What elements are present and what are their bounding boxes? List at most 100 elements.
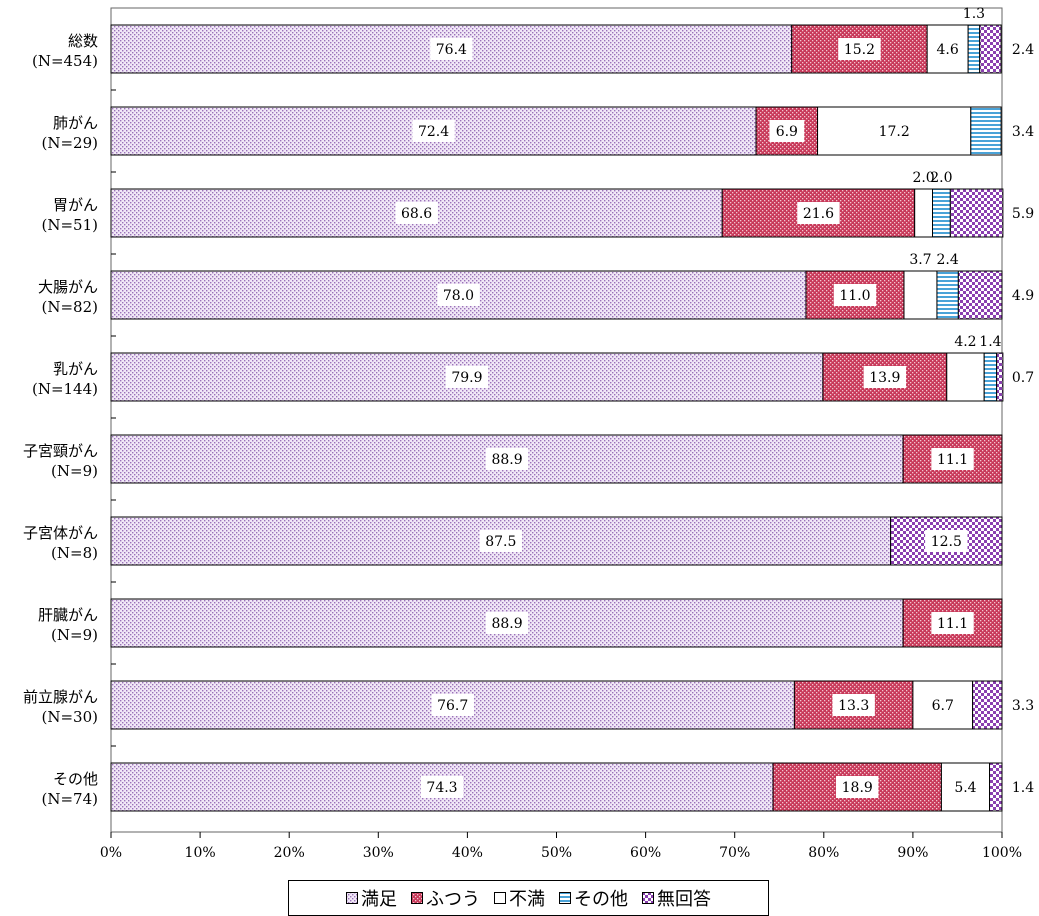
x-tick-label: 10% — [185, 845, 216, 861]
legend-item-dissatisfied: 不満 — [494, 885, 545, 911]
category-label: 胃がん — [53, 196, 98, 214]
data-label: 18.9 — [842, 780, 873, 796]
bar-segment — [972, 680, 1003, 730]
data-label: 13.3 — [838, 698, 869, 714]
data-label-bg — [430, 38, 473, 60]
category-label: 子宮頸がん — [23, 442, 98, 460]
bar-segment — [979, 24, 1002, 74]
category-n-label: (N=51) — [42, 216, 98, 234]
data-label-bg — [931, 448, 974, 470]
data-label: 4.2 — [954, 334, 976, 350]
x-tick-label: 30% — [363, 845, 394, 861]
data-label-bg — [412, 120, 455, 142]
bar-segment — [996, 352, 1004, 402]
data-label: 76.4 — [436, 42, 467, 58]
data-label-bg — [931, 612, 974, 634]
data-label: 1.4 — [979, 334, 1001, 350]
data-label: 79.9 — [451, 370, 482, 386]
data-label: 76.7 — [437, 698, 468, 714]
legend-item-satisfied: 満足 — [346, 885, 397, 911]
data-label-bg — [833, 284, 877, 306]
legend-item-other: その他 — [559, 885, 628, 911]
data-label: 0.7 — [1012, 370, 1034, 386]
data-label: 87.5 — [485, 534, 516, 550]
legend-label: その他 — [574, 889, 628, 910]
category-n-label: (N=454) — [32, 52, 98, 70]
bar-segment — [110, 188, 723, 238]
category-label: 肺がん — [53, 114, 98, 132]
x-tick-label: 50% — [541, 845, 572, 861]
category-n-label: (N=82) — [42, 298, 98, 316]
purple-checker-square-icon — [642, 892, 654, 904]
x-tick-label: 60% — [630, 845, 661, 861]
data-label-bg — [930, 38, 966, 60]
data-label: 17.2 — [879, 124, 910, 140]
bar-segment — [949, 188, 1004, 238]
data-label-bg — [836, 776, 879, 798]
x-tick-label: 70% — [719, 845, 750, 861]
data-label-bg — [485, 612, 529, 634]
bar-segment — [914, 188, 934, 238]
category-label: 前立腺がん — [23, 688, 98, 706]
data-label: 88.9 — [491, 616, 522, 632]
category-n-label: (N=9) — [51, 626, 98, 644]
bar-segment — [967, 24, 981, 74]
x-tick-label: 40% — [452, 845, 483, 861]
data-label-bg — [395, 202, 438, 224]
data-label-bg — [797, 202, 840, 224]
data-label: 3.4 — [1012, 124, 1034, 140]
category-n-label: (N=144) — [32, 380, 98, 398]
data-label: 3.7 — [909, 252, 931, 268]
data-label: 11.1 — [937, 616, 968, 632]
data-label-bg — [863, 366, 907, 388]
data-label: 4.9 — [1012, 288, 1034, 304]
blue-striped-square-icon — [559, 892, 571, 904]
category-n-label: (N=9) — [51, 462, 98, 480]
category-n-label: (N=29) — [42, 134, 98, 152]
data-label: 1.3 — [963, 6, 985, 22]
data-label: 4.6 — [937, 42, 959, 58]
data-label: 3.3 — [1012, 698, 1034, 714]
category-label: 総数 — [68, 32, 98, 50]
x-tick-label: 90% — [897, 845, 928, 861]
bar-segment — [989, 762, 1003, 812]
white-square-icon — [494, 892, 506, 904]
x-tick-label: 100% — [982, 845, 1022, 861]
x-tick-label: 80% — [808, 845, 839, 861]
bar-segment — [817, 106, 972, 156]
dotted-square-icon — [346, 892, 358, 904]
data-label-bg — [769, 120, 805, 142]
bar-segment — [957, 270, 1003, 320]
legend: 満足 ふつう 不満 その他 無回答 — [288, 880, 769, 916]
data-label: 2.4 — [1012, 42, 1034, 58]
bar-segment — [983, 352, 998, 402]
bar-segment — [903, 270, 938, 320]
data-label: 11.1 — [937, 452, 968, 468]
data-label-bg — [832, 694, 875, 716]
data-label: 88.9 — [491, 452, 522, 468]
data-label: 6.9 — [776, 124, 798, 140]
category-label: その他 — [53, 770, 98, 788]
data-label: 5.9 — [1012, 206, 1034, 222]
data-label-bg — [485, 448, 529, 470]
data-label: 5.4 — [954, 780, 976, 796]
data-label: 72.4 — [418, 124, 449, 140]
data-label: 12.5 — [931, 534, 962, 550]
data-label: 74.3 — [426, 780, 457, 796]
category-label: 大腸がん — [38, 278, 98, 296]
legend-item-normal: ふつう — [411, 885, 480, 911]
data-label-bg — [948, 776, 983, 798]
data-label-bg — [431, 694, 474, 716]
legend-label: 不満 — [509, 889, 545, 910]
data-label: 2.4 — [937, 252, 959, 268]
data-label-bg — [838, 38, 881, 60]
bar-segment — [970, 106, 1002, 156]
data-label: 2.0 — [912, 170, 934, 186]
data-label-bg — [925, 530, 968, 552]
category-label: 肝臓がん — [38, 606, 98, 624]
data-label: 21.6 — [803, 206, 834, 222]
bar-segment — [946, 352, 985, 402]
data-label: 1.4 — [1012, 780, 1034, 796]
x-tick-label: 20% — [274, 845, 305, 861]
data-label: 2.0 — [930, 170, 952, 186]
